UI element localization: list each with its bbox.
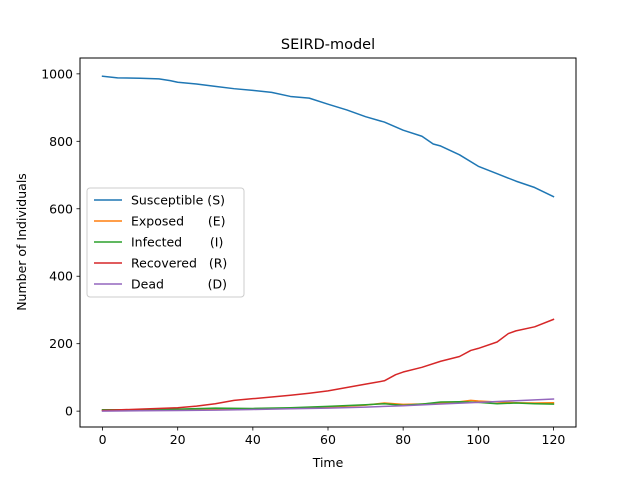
y-tick-label: 1000 — [41, 66, 73, 81]
x-axis-label: Time — [312, 455, 344, 470]
legend-label-2: Infected (I) — [131, 235, 223, 250]
chart-title: SEIRD-model — [281, 37, 375, 53]
y-tick-label: 800 — [49, 134, 73, 149]
legend-label-3: Recovered (R) — [131, 256, 227, 271]
y-tick-label: 400 — [49, 269, 73, 284]
x-tick-label: 60 — [320, 432, 336, 447]
series-line-2 — [101, 400, 555, 411]
legend-entries: Susceptible (S) Exposed (E) Infected (I) Re… — [94, 193, 227, 292]
series-line-0 — [101, 75, 555, 198]
y-tick-label: 0 — [65, 404, 73, 419]
x-tick-label: 40 — [245, 432, 261, 447]
legend: Susceptible (S) Exposed (E) Infected (I) Re… — [86, 187, 245, 298]
legend-box — [86, 187, 245, 298]
y-axis-ticks: 0 200 400 600 800 1000 — [41, 66, 80, 419]
series-line-4 — [101, 398, 555, 412]
x-tick-label: 120 — [542, 432, 566, 447]
series-layer — [101, 75, 555, 412]
x-tick-label: 0 — [99, 432, 107, 447]
legend-label-4: Dead (D) — [131, 277, 227, 292]
legend-label-1: Exposed (E) — [131, 214, 226, 229]
x-tick-label: 80 — [395, 432, 411, 447]
y-axis-label: Number of Individuals — [14, 173, 29, 311]
legend-label-0: Susceptible (S) — [131, 193, 225, 208]
series-line-3 — [101, 318, 555, 412]
y-tick-label: 200 — [49, 336, 73, 351]
x-axis-ticks: 0 20 40 60 80 100 120 — [99, 427, 566, 447]
x-tick-label: 100 — [466, 432, 490, 447]
x-tick-label: 20 — [170, 432, 186, 447]
y-tick-label: 600 — [49, 201, 73, 216]
